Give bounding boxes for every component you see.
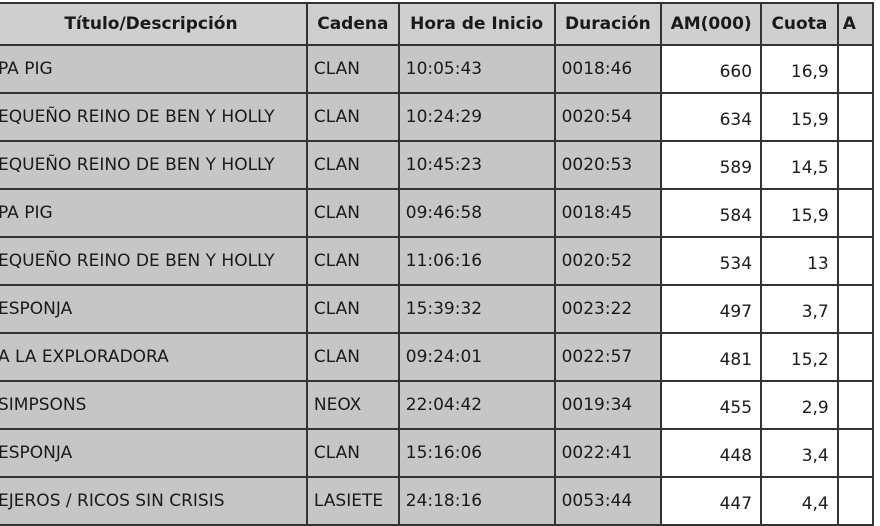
cell-cuota: 4,4: [760, 476, 839, 526]
table-row: PA PIG CLAN 10:05:43 0018:46 660 16,9: [0, 44, 875, 94]
cell-duracion: 0053:44: [553, 476, 663, 526]
cell-am: 534: [660, 236, 763, 286]
cell-cuota: 3,7: [760, 284, 839, 334]
header-partial: A: [836, 2, 875, 46]
cell-cuota: 15,2: [760, 332, 839, 382]
cell-partial: [836, 44, 875, 94]
cell-partial: [836, 428, 875, 478]
cell-partial: [836, 236, 875, 286]
cell-titulo: PA PIG: [0, 44, 308, 94]
cell-partial: [836, 476, 875, 526]
cell-cadena: CLAN: [305, 332, 400, 382]
cell-duracion: 0018:46: [553, 44, 663, 94]
header-row: Título/Descripción Cadena Hora de Inicio…: [0, 2, 875, 46]
cell-duracion: 0020:54: [553, 92, 663, 142]
cell-am: 448: [660, 428, 763, 478]
cell-cuota: 15,9: [760, 92, 839, 142]
cell-am: 584: [660, 188, 763, 238]
cell-partial: [836, 284, 875, 334]
header-am: AM(000): [660, 2, 763, 46]
cell-cadena: LASIETE: [305, 476, 400, 526]
cell-am: 481: [660, 332, 763, 382]
table-row: ESPONJA CLAN 15:39:32 0023:22 497 3,7: [0, 284, 875, 334]
header-cuota: Cuota: [760, 2, 839, 46]
cell-cuota: 2,9: [760, 380, 839, 430]
cell-titulo: EQUEÑO REINO DE BEN Y HOLLY: [0, 92, 308, 142]
cell-am: 447: [660, 476, 763, 526]
cell-hora: 09:24:01: [397, 332, 556, 382]
table-row: EQUEÑO REINO DE BEN Y HOLLY CLAN 10:45:23 0…: [0, 140, 875, 190]
cell-duracion: 0020:52: [553, 236, 663, 286]
cell-titulo: ESPONJA: [0, 284, 308, 334]
cell-duracion: 0022:41: [553, 428, 663, 478]
cell-titulo: PA PIG: [0, 188, 308, 238]
cell-hora: 15:16:06: [397, 428, 556, 478]
cell-titulo: SIMPSONS: [0, 380, 308, 430]
cell-cadena: CLAN: [305, 92, 400, 142]
cell-cadena: CLAN: [305, 236, 400, 286]
table-row: EJEROS / RICOS SIN CRISIS LASIETE 24:18:16…: [0, 476, 875, 526]
table-row: ESPONJA CLAN 15:16:06 0022:41 448 3,4: [0, 428, 875, 478]
header-cadena: Cadena: [305, 2, 400, 46]
cell-titulo: ESPONJA: [0, 428, 308, 478]
cell-partial: [836, 188, 875, 238]
cell-duracion: 0020:53: [553, 140, 663, 190]
cell-partial: [836, 380, 875, 430]
cell-hora: 24:18:16: [397, 476, 556, 526]
cell-am: 634: [660, 92, 763, 142]
cell-hora: 09:46:58: [397, 188, 556, 238]
cell-cadena: CLAN: [305, 44, 400, 94]
cell-duracion: 0019:34: [553, 380, 663, 430]
cell-cadena: CLAN: [305, 188, 400, 238]
cell-titulo: A LA EXPLORADORA: [0, 332, 308, 382]
cell-titulo: EJEROS / RICOS SIN CRISIS: [0, 476, 308, 526]
cell-duracion: 0018:45: [553, 188, 663, 238]
cell-cuota: 16,9: [760, 44, 839, 94]
cell-hora: 15:39:32: [397, 284, 556, 334]
table-row: SIMPSONS NEOX 22:04:42 0019:34 455 2,9: [0, 380, 875, 430]
header-hora: Hora de Inicio: [397, 2, 556, 46]
cell-hora: 10:05:43: [397, 44, 556, 94]
cell-cuota: 13: [760, 236, 839, 286]
cell-titulo: EQUEÑO REINO DE BEN Y HOLLY: [0, 140, 308, 190]
table-row: A LA EXPLORADORA CLAN 09:24:01 0022:57 481 15…: [0, 332, 875, 382]
table-row: EQUEÑO REINO DE BEN Y HOLLY CLAN 10:24:29 0…: [0, 92, 875, 142]
cell-cuota: 15,9: [760, 188, 839, 238]
cell-cadena: CLAN: [305, 284, 400, 334]
table-row: PA PIG CLAN 09:46:58 0018:45 584 15,9: [0, 188, 875, 238]
cell-cadena: CLAN: [305, 428, 400, 478]
cell-cuota: 3,4: [760, 428, 839, 478]
table-row: EQUEÑO REINO DE BEN Y HOLLY CLAN 11:06:16 0…: [0, 236, 875, 286]
cell-duracion: 0023:22: [553, 284, 663, 334]
cell-am: 455: [660, 380, 763, 430]
cell-hora: 11:06:16: [397, 236, 556, 286]
header-titulo: Título/Descripción: [0, 2, 308, 46]
cell-am: 589: [660, 140, 763, 190]
cell-hora: 10:45:23: [397, 140, 556, 190]
cell-partial: [836, 92, 875, 142]
cell-am: 497: [660, 284, 763, 334]
cell-hora: 22:04:42: [397, 380, 556, 430]
cell-partial: [836, 332, 875, 382]
cell-am: 660: [660, 44, 763, 94]
cell-duracion: 0022:57: [553, 332, 663, 382]
cell-cadena: CLAN: [305, 140, 400, 190]
header-duracion: Duración: [553, 2, 663, 46]
cell-titulo: EQUEÑO REINO DE BEN Y HOLLY: [0, 236, 308, 286]
cell-cadena: NEOX: [305, 380, 400, 430]
cell-cuota: 14,5: [760, 140, 839, 190]
cell-partial: [836, 140, 875, 190]
cell-hora: 10:24:29: [397, 92, 556, 142]
